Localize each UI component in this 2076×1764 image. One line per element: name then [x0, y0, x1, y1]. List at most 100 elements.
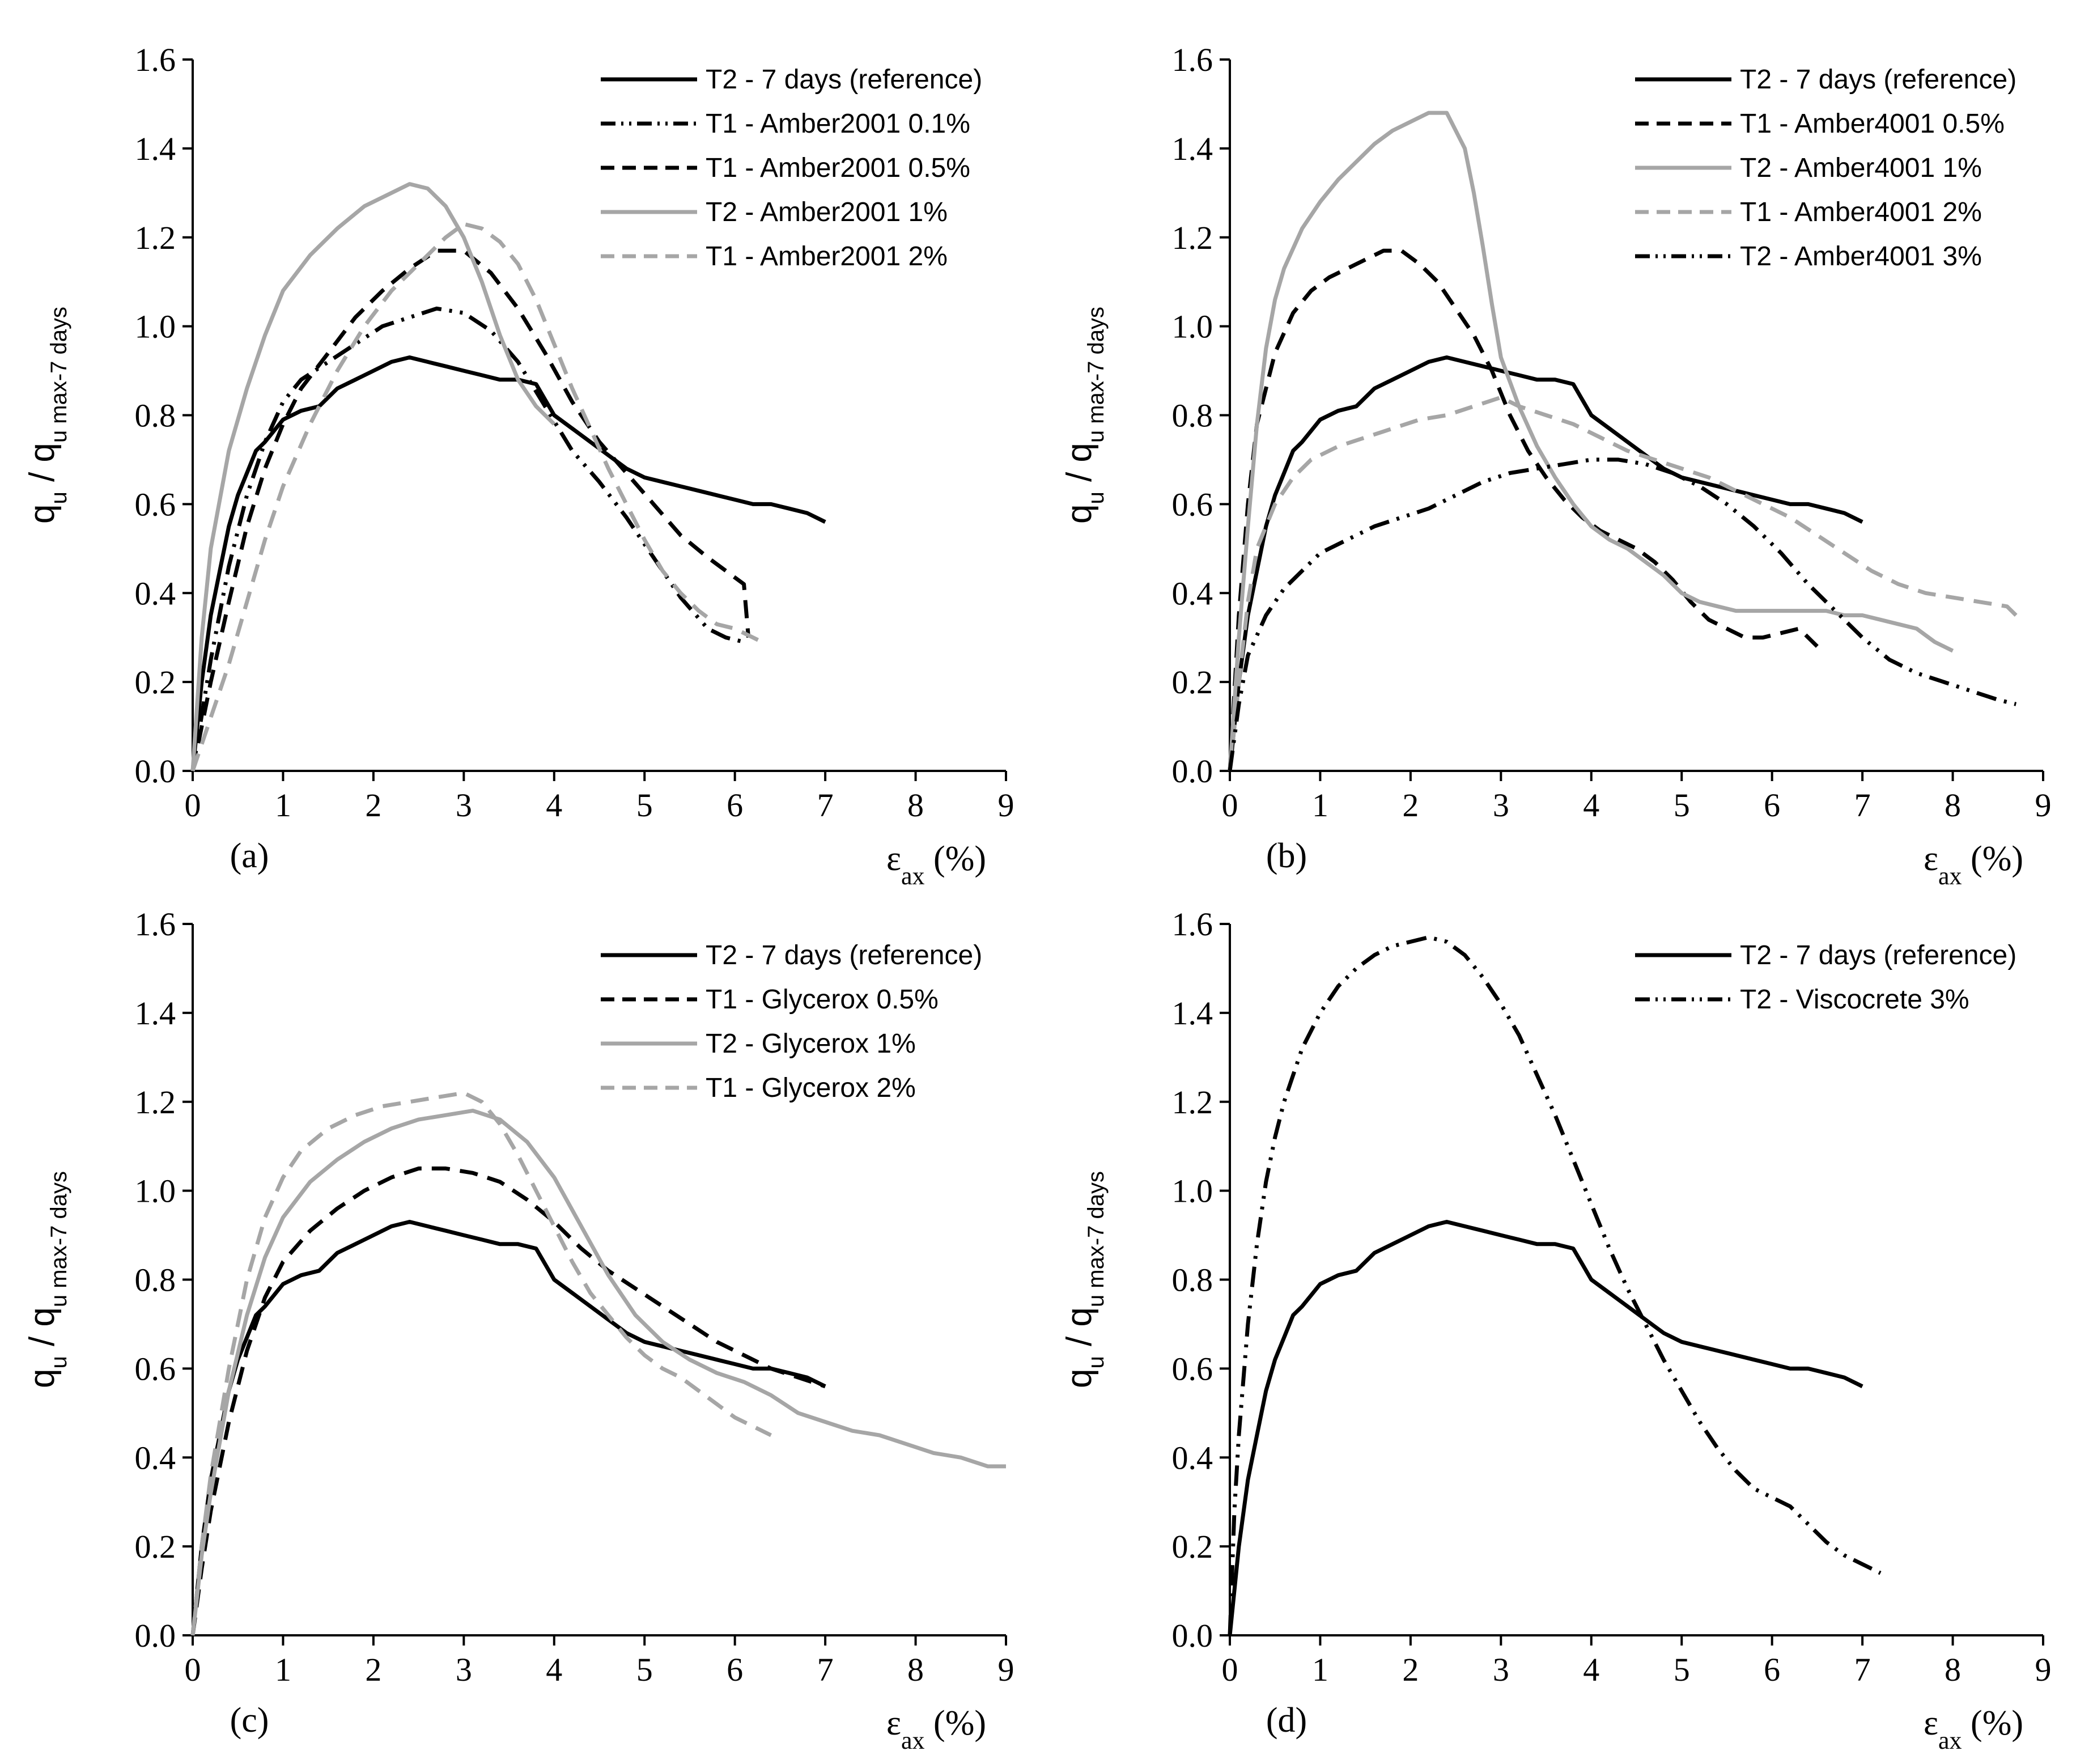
- y-tick-label: 0.8: [135, 397, 176, 434]
- y-tick-label: 0.4: [1172, 1439, 1213, 1476]
- series-line-3: [190, 1108, 1006, 1636]
- y-tick-label: 1.0: [135, 308, 176, 345]
- legend: T2 - 7 days (reference) T2 - Viscocrete 3…: [1635, 940, 2016, 1015]
- series-line-3: [190, 248, 751, 771]
- y-tick-label: 0.2: [1172, 1528, 1213, 1565]
- series-line-1: [190, 355, 826, 771]
- chart-panel-3: 0.0 0.2 0.4 0.6 0.8 1.0 1.2 1.4 1.6 0 1 2 3 4 5 6 7 8 9 (c)…: [23, 906, 1014, 1754]
- legend-label: T1 - Amber4001 0.5%: [1740, 109, 2005, 139]
- x-tick-label: 2: [1402, 1651, 1419, 1688]
- x-tick-label: 4: [546, 787, 562, 824]
- y-tick-label: 0.6: [1172, 1350, 1213, 1387]
- y-tick-label: 0.0: [1172, 1617, 1213, 1654]
- y-tick-label: 1.0: [1172, 308, 1213, 345]
- y-tick-label: 0.6: [135, 1350, 176, 1387]
- y-axis-title: qu / qu max-7 days: [1060, 307, 1109, 524]
- y-tick-label: 0.4: [135, 575, 176, 612]
- x-tick-label: 8: [1945, 787, 1961, 824]
- x-tick-label: 4: [1583, 1651, 1599, 1688]
- x-tick-label: 0: [1222, 787, 1238, 824]
- x-tick-label: 9: [2035, 787, 2052, 824]
- series-line-1: [1228, 1220, 1863, 1636]
- series-line-4: [190, 182, 556, 771]
- x-axis-title: εax (%): [886, 839, 986, 890]
- x-tick-label: 0: [1222, 1651, 1238, 1688]
- x-tick-label: 7: [817, 1651, 834, 1688]
- y-tick-label: 0.8: [1172, 1262, 1213, 1299]
- chart-panel-4: 0.0 0.2 0.4 0.6 0.8 1.0 1.2 1.4 1.6 0 1 2 3 4 5 6 7 8 9 (d)…: [1060, 906, 2052, 1754]
- y-tick-label: 0.0: [135, 1617, 176, 1654]
- legend: T2 - 7 days (reference) T1 - Amber2001 0.…: [601, 65, 982, 272]
- legend-label: T2 - Glycerox 1%: [706, 1029, 916, 1059]
- legend: T2 - 7 days (reference) T1 - Glycerox 0.5…: [601, 940, 982, 1103]
- legend-label: T2 - 7 days (reference): [1740, 940, 2016, 970]
- legend-label: T1 - Amber2001 0.5%: [706, 153, 970, 183]
- y-axis-title: qu / qu max-7 days: [23, 307, 71, 524]
- y-tick-label: 0.2: [135, 664, 176, 701]
- legend-label: T1 - Glycerox 0.5%: [706, 985, 939, 1015]
- legend-label: T1 - Amber2001 2%: [706, 241, 948, 272]
- legend-label: T1 - Amber4001 2%: [1740, 197, 1982, 227]
- x-tick-label: 1: [275, 787, 291, 824]
- x-tick-label: 6: [1764, 787, 1780, 824]
- y-tick-label: 1.6: [1172, 41, 1213, 78]
- x-tick-label: 7: [817, 787, 834, 824]
- y-tick-label: 1.0: [1172, 1173, 1213, 1210]
- legend-label: T1 - Glycerox 2%: [706, 1073, 916, 1103]
- x-tick-label: 8: [1945, 1651, 1961, 1688]
- x-tick-label: 6: [727, 1651, 743, 1688]
- x-tick-label: 2: [365, 787, 381, 824]
- legend-label: T2 - Amber2001 1%: [706, 197, 948, 227]
- x-tick-label: 2: [365, 1651, 381, 1688]
- series-line-4: [190, 1091, 772, 1636]
- y-tick-label: 0.8: [1172, 397, 1213, 434]
- y-tick-label: 1.4: [1172, 130, 1213, 167]
- series-line-2: [190, 1166, 826, 1636]
- series-line-5: [1228, 457, 2017, 771]
- x-tick-label: 3: [1493, 787, 1509, 824]
- y-tick-label: 1.2: [135, 1084, 176, 1121]
- legend-label: T1 - Amber2001 0.1%: [706, 109, 970, 139]
- x-tick-label: 3: [456, 787, 472, 824]
- x-axis-title: εax (%): [886, 1704, 986, 1754]
- x-tick-label: 9: [998, 787, 1014, 824]
- panel-label: (c): [230, 1701, 269, 1740]
- x-tick-label: 7: [1854, 787, 1871, 824]
- x-tick-label: 0: [185, 1651, 201, 1688]
- panel-label: (a): [230, 837, 269, 875]
- x-tick-label: 4: [546, 1651, 562, 1688]
- x-axis-title: εax (%): [1924, 839, 2023, 890]
- y-tick-label: 1.2: [1172, 1084, 1213, 1121]
- x-tick-label: 6: [1764, 1651, 1780, 1688]
- legend-label: T2 - 7 days (reference): [706, 940, 982, 970]
- series-line-2: [1228, 935, 1882, 1636]
- x-tick-label: 9: [998, 1651, 1014, 1688]
- series-line-4: [1228, 395, 2018, 771]
- y-tick-label: 1.6: [135, 41, 176, 78]
- x-tick-label: 8: [907, 787, 924, 824]
- x-tick-label: 6: [727, 787, 743, 824]
- chart-panel-1: 0.0 0.2 0.4 0.6 0.8 1.0 1.2 1.4 1.6 0 1 2 3 4 5 6 7 8 9 (a)…: [23, 41, 1014, 890]
- legend-label: T2 - Viscocrete 3%: [1740, 985, 1969, 1015]
- legend-label: T2 - 7 days (reference): [1740, 65, 2016, 95]
- panel-label: (b): [1266, 837, 1307, 875]
- y-tick-label: 1.4: [135, 995, 176, 1032]
- series-line-1: [1228, 355, 1863, 771]
- y-tick-label: 1.0: [135, 1173, 176, 1210]
- x-tick-label: 8: [907, 1651, 924, 1688]
- series-line-2: [1228, 248, 1819, 771]
- y-tick-label: 0.8: [135, 1262, 176, 1299]
- y-tick-label: 0.6: [1172, 486, 1213, 523]
- x-tick-label: 0: [185, 787, 201, 824]
- x-tick-label: 3: [456, 1651, 472, 1688]
- x-tick-label: 1: [275, 1651, 291, 1688]
- y-tick-label: 1.2: [1172, 219, 1213, 256]
- series-line-3: [1228, 111, 1954, 771]
- series-line-2: [190, 306, 745, 771]
- series-line-5: [190, 222, 763, 772]
- series-line-1: [190, 1220, 826, 1636]
- y-tick-label: 0.6: [135, 486, 176, 523]
- x-tick-label: 7: [1854, 1651, 1871, 1688]
- x-axis-title: εax (%): [1924, 1704, 2023, 1754]
